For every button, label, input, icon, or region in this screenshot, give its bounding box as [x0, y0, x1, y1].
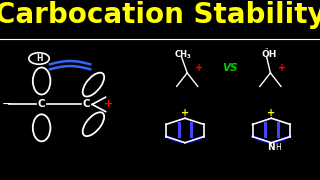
Text: +: + [195, 63, 203, 73]
Text: VS: VS [223, 63, 238, 73]
Text: +: + [181, 108, 189, 118]
Text: +: + [104, 99, 113, 109]
Text: C: C [83, 99, 90, 109]
Text: H: H [276, 143, 281, 152]
Text: OH: OH [261, 50, 276, 59]
Text: +: + [267, 108, 276, 118]
Text: N: N [268, 143, 275, 152]
Text: Carbocation Stability: Carbocation Stability [0, 1, 320, 29]
Text: ··: ·· [264, 46, 269, 52]
Text: CH: CH [175, 50, 188, 59]
Text: −: − [2, 98, 12, 111]
Text: 3: 3 [187, 54, 190, 59]
Polygon shape [251, 135, 292, 143]
Text: C: C [38, 99, 45, 109]
Text: H: H [36, 54, 42, 63]
Polygon shape [164, 135, 205, 143]
Text: +: + [278, 63, 286, 73]
